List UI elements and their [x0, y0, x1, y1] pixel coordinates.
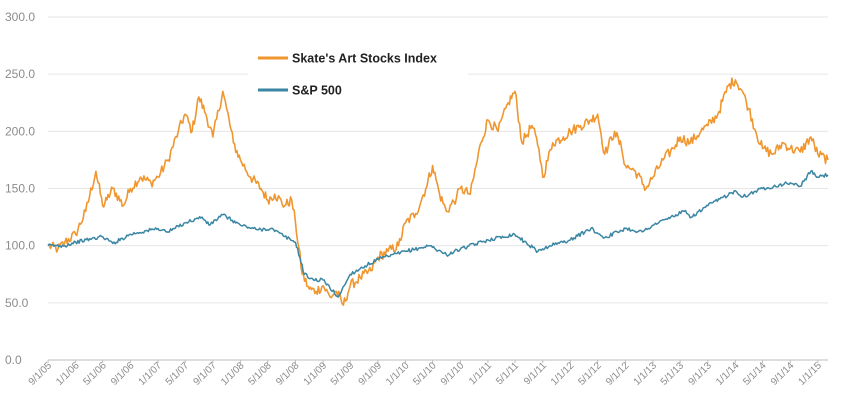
series-lines	[47, 77, 829, 306]
x-tick-label: 5/1/14	[741, 360, 769, 388]
y-tick-label: 250.0	[5, 67, 35, 81]
art-index-line	[47, 77, 829, 306]
x-tick-label: 9/1/05	[27, 360, 55, 388]
legend: Skate's Art Stocks Index S&P 500	[248, 44, 468, 104]
x-tick-label: 5/1/10	[411, 360, 439, 388]
x-tick-label: 1/1/15	[797, 360, 825, 388]
y-tick-label: 100.0	[5, 239, 35, 253]
x-tick-label: 9/1/13	[687, 360, 715, 388]
x-tick-label: 1/1/06	[54, 360, 82, 388]
x-tick-label: 9/1/14	[769, 360, 797, 388]
y-tick-label: 200.0	[5, 124, 35, 138]
legend-label-art-index: Skate's Art Stocks Index	[292, 52, 437, 66]
y-tick-label: 50.0	[5, 296, 29, 310]
y-axis-ticks: 0.0 50.0 100.0 150.0 200.0 250.0 300.0	[5, 10, 35, 367]
x-tick-label: 5/1/11	[494, 360, 521, 387]
sp500-line	[47, 169, 829, 298]
x-tick-label: 9/1/09	[357, 360, 385, 388]
x-tick-label: 9/1/08	[274, 360, 302, 388]
y-tick-label: 300.0	[5, 10, 35, 24]
x-tick-label: 5/1/08	[246, 360, 274, 388]
x-tick-label: 5/1/12	[576, 360, 604, 388]
x-tick-label: 5/1/07	[164, 360, 192, 388]
x-tick-label: 1/1/13	[632, 360, 660, 388]
x-tick-label: 1/1/08	[219, 360, 247, 388]
x-tick-label: 1/1/14	[714, 360, 742, 388]
y-tick-label: 0.0	[5, 353, 22, 367]
x-tick-label: 9/1/06	[109, 360, 137, 388]
x-axis-ticks: 9/1/05 1/1/06 5/1/06 9/1/06 1/1/07 5/1/07 9/1/…	[27, 360, 825, 388]
x-tick-label: 1/1/12	[549, 360, 577, 388]
x-tick-label: 1/1/07	[137, 360, 165, 388]
x-tick-label: 5/1/13	[659, 360, 687, 388]
x-tick-label: 9/1/07	[192, 360, 220, 388]
x-tick-label: 5/1/06	[81, 360, 109, 388]
x-tick-label: 1/1/09	[302, 360, 330, 388]
x-tick-label: 9/1/12	[604, 360, 632, 388]
legend-label-sp500: S&P 500	[292, 84, 342, 98]
x-tick-label: 9/1/10	[439, 360, 467, 388]
x-tick-label: 1/1/11	[467, 360, 494, 387]
x-tick-label: 5/1/09	[329, 360, 357, 388]
y-tick-label: 150.0	[5, 182, 35, 196]
legend-background	[248, 44, 468, 104]
x-tick-label: 9/1/11	[522, 360, 549, 387]
x-tick-label: 1/1/10	[384, 360, 412, 388]
